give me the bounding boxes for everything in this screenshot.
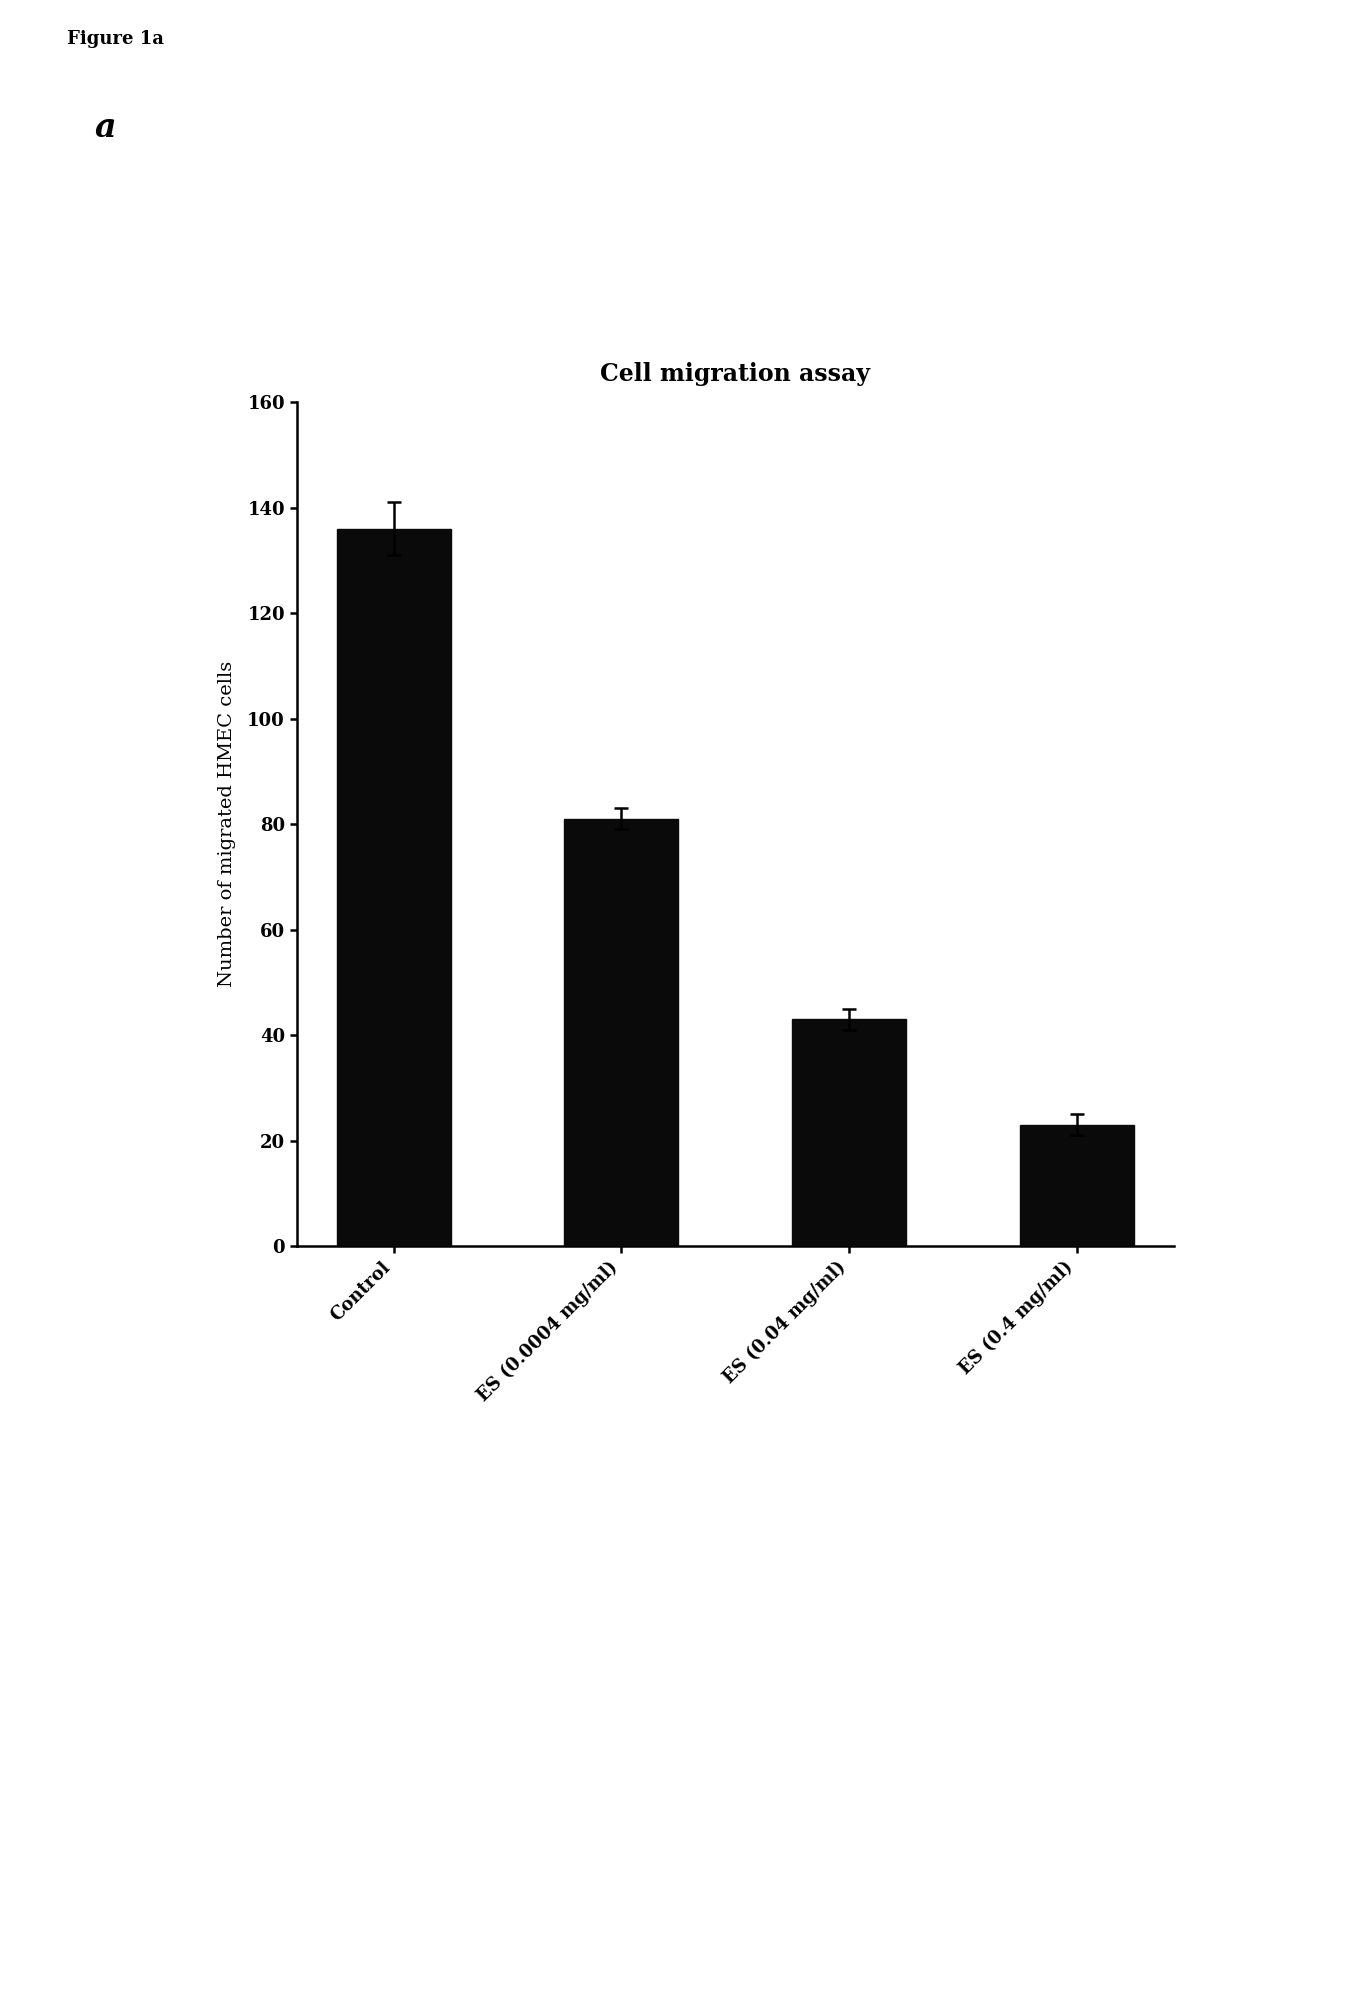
Bar — [564, 818, 679, 1246]
Bar — [792, 1019, 907, 1246]
Text: a: a — [94, 111, 116, 143]
Bar — [1020, 1126, 1133, 1246]
Title: Cell migration assay: Cell migration assay — [600, 362, 870, 386]
Text: Figure 1a: Figure 1a — [67, 30, 165, 48]
Bar — [337, 529, 451, 1246]
Y-axis label: Number of migrated HMEC cells: Number of migrated HMEC cells — [219, 661, 236, 987]
